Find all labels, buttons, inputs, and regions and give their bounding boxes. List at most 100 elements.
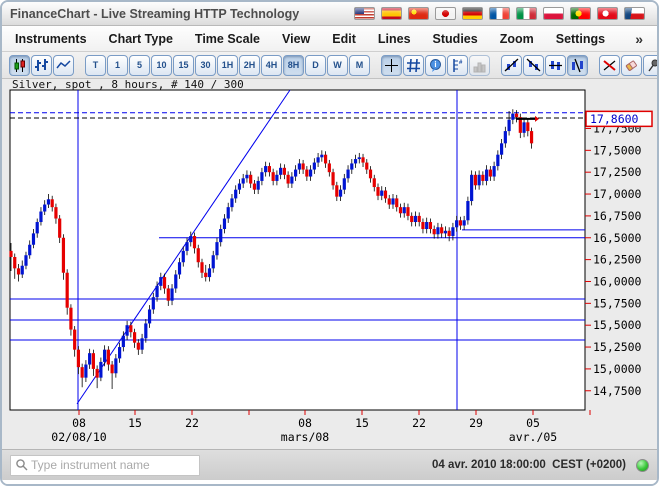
flag-pt-icon[interactable] <box>570 7 591 20</box>
timescale-m-button[interactable]: M <box>349 54 370 76</box>
chart-type-group <box>9 54 74 76</box>
price-marks-icon: # <box>453 58 463 72</box>
candle-up <box>402 207 406 214</box>
timescale-t-button[interactable]: T <box>85 54 106 76</box>
candle-up <box>245 174 249 179</box>
date-tick-label: 15 <box>128 416 142 430</box>
timescale-1h-button[interactable]: 1H <box>217 54 238 76</box>
server-datetime-label: 04 avr. 2010 18:00:00 CEST (+0200) <box>431 459 626 471</box>
candlestick-chart-icon <box>14 58 25 72</box>
timescale-2h-button[interactable]: 2H <box>239 54 260 76</box>
pin-button[interactable] <box>643 54 657 76</box>
timescale-4h-button[interactable]: 4H <box>261 54 282 76</box>
plot-area[interactable] <box>9 89 586 411</box>
timescale-5-button[interactable]: 5 <box>129 54 150 76</box>
grid-button[interactable] <box>403 54 424 76</box>
candle-up <box>140 338 144 350</box>
line-chart-button[interactable] <box>53 54 74 76</box>
eraser-icon <box>625 60 637 71</box>
candle-down <box>282 167 286 175</box>
candle-down <box>488 169 492 177</box>
instrument-search-box[interactable] <box>10 454 200 476</box>
timescale-1-button[interactable]: 1 <box>107 54 128 76</box>
crosshair-button[interactable] <box>381 54 402 76</box>
timescale-w-button[interactable]: W <box>327 54 348 76</box>
info-bubble-button[interactable]: i <box>425 54 446 76</box>
candle-up <box>297 163 301 170</box>
menu-item-studies[interactable]: Studies <box>432 31 478 46</box>
candle-up <box>84 364 88 378</box>
menu-item-view[interactable]: View <box>282 31 311 46</box>
flag-cz-icon[interactable] <box>624 7 645 20</box>
candle-up <box>219 229 223 243</box>
flag-jp-icon[interactable] <box>435 7 456 20</box>
menu-item-edit[interactable]: Edit <box>332 31 356 46</box>
candle-up <box>511 113 515 120</box>
candle-up <box>425 222 429 230</box>
candle-down <box>395 198 399 208</box>
trendline-down-button[interactable] <box>523 54 544 76</box>
timescale-10-button[interactable]: 10 <box>151 54 172 76</box>
menu-item-time-scale[interactable]: Time Scale <box>194 31 261 46</box>
menu-item-chart-type[interactable]: Chart Type <box>108 31 173 46</box>
flag-de-icon[interactable] <box>462 7 483 20</box>
trendline-down-icon <box>526 58 541 71</box>
candle-down <box>335 185 339 197</box>
candle-down <box>267 166 272 173</box>
candlestick-chart-button[interactable] <box>9 54 30 76</box>
ohlc-bar-chart-button[interactable] <box>31 54 52 76</box>
flag-pl-icon[interactable] <box>543 7 564 20</box>
flag-cn-icon[interactable] <box>408 7 429 20</box>
candle-down <box>417 215 421 223</box>
timescale-30-button[interactable]: 30 <box>195 54 216 76</box>
svg-text:i: i <box>434 60 436 69</box>
candle-down <box>196 248 200 263</box>
candle-up <box>181 250 185 263</box>
timescale-8h-button[interactable]: 8H <box>283 54 304 76</box>
candle-up <box>226 207 230 219</box>
flag-es-icon[interactable] <box>381 7 402 20</box>
vertical-line-button[interactable] <box>567 54 588 76</box>
svg-text:#: # <box>459 60 463 66</box>
candle-up <box>237 183 242 190</box>
candle-up <box>147 309 152 324</box>
candle-down <box>200 262 204 273</box>
flag-us-icon[interactable] <box>354 7 375 20</box>
chart-canvas[interactable]: 17,750017,500017,250017,000016,750016,50… <box>2 79 659 449</box>
candle-up <box>39 211 43 223</box>
menu-item-lines[interactable]: Lines <box>377 31 411 46</box>
delete-lines-button[interactable] <box>599 54 620 76</box>
candle-down <box>432 229 436 235</box>
timescale-d-button[interactable]: D <box>305 54 326 76</box>
candle-up <box>413 215 418 223</box>
flag-fr-icon[interactable] <box>489 7 510 20</box>
candle-up <box>492 166 496 177</box>
instrument-search-input[interactable] <box>29 457 189 473</box>
date-tick-label: 05 <box>526 416 540 430</box>
candle-up <box>357 157 361 160</box>
flag-it-icon[interactable] <box>516 7 537 20</box>
candle-up <box>309 169 313 177</box>
menu-item-settings[interactable]: Settings <box>555 31 606 46</box>
candle-down <box>327 163 331 173</box>
price-tick-label: 17,2500 <box>593 165 642 179</box>
menu-item-instruments[interactable]: Instruments <box>15 31 87 46</box>
flag-tr-icon[interactable] <box>597 7 618 20</box>
candle-up <box>207 268 212 278</box>
timescale-15-button[interactable]: 15 <box>173 54 194 76</box>
eraser-button[interactable] <box>621 54 642 76</box>
candle-up <box>451 227 455 237</box>
candle-up <box>499 143 504 155</box>
menu-overflow-chevron-icon[interactable]: » <box>635 30 643 47</box>
menu-item-zoom[interactable]: Zoom <box>499 31 534 46</box>
current-price-tag: 17,8600 <box>585 110 653 128</box>
candle-down <box>58 218 62 238</box>
trendline-up-button[interactable] <box>501 54 522 76</box>
candle-up <box>350 163 354 170</box>
candle-down <box>271 172 275 181</box>
candle-up <box>522 122 526 133</box>
candle-up <box>35 222 39 234</box>
price-marks-button[interactable]: # <box>447 54 468 76</box>
horizontal-line-button[interactable] <box>545 54 566 76</box>
search-icon <box>16 459 28 471</box>
